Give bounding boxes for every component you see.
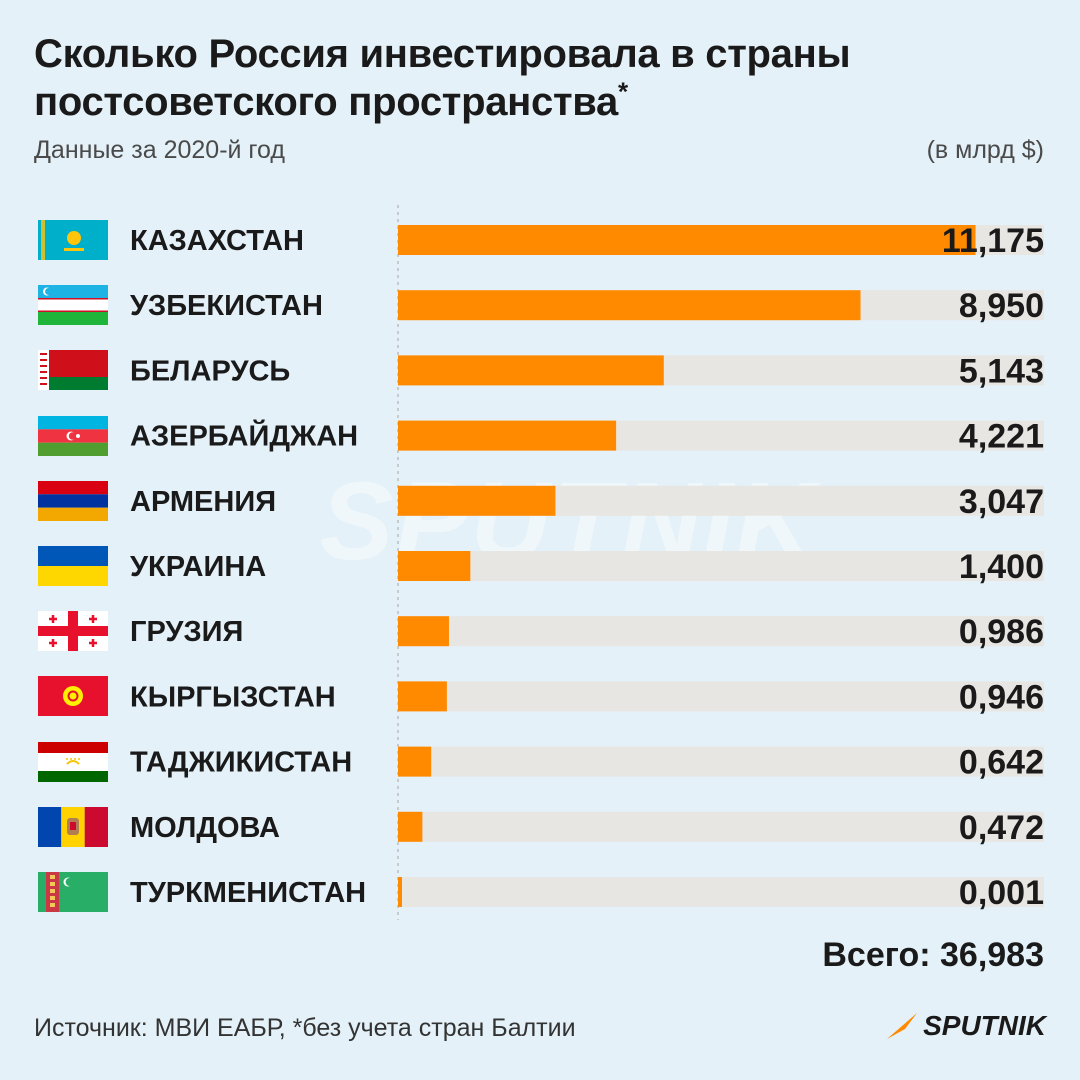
country-label: УКРАИНА [130, 551, 266, 583]
flag-armenia-icon [38, 480, 108, 521]
bar-9 [398, 811, 423, 842]
title-line-2: постсоветского пространства* [34, 78, 850, 126]
source-note: Источник: МВИ ЕАБР, *без учета стран Бал… [34, 1014, 576, 1042]
bar-8 [398, 746, 432, 777]
value-label: 1,400 [959, 548, 1044, 586]
value-label: 11,175 [942, 222, 1044, 260]
flag-moldova-icon [38, 806, 108, 847]
bar-4 [398, 485, 556, 516]
flag-ukraine-icon [38, 546, 108, 586]
bar-track [398, 551, 1044, 581]
flag-belarus-icon [38, 350, 108, 391]
bar-7 [398, 681, 447, 712]
page-title: Сколько Россия инвестировала в страны по… [34, 30, 851, 126]
bar-0 [398, 225, 976, 255]
chart-subtitle: Данные за 2020-й год [34, 136, 285, 164]
flag-azerbaijan-icon [38, 415, 108, 456]
bar-1 [398, 290, 861, 321]
sputnik-logo: SPUTNIK [885, 1010, 1046, 1042]
flag-kazakhstan-icon [38, 220, 108, 260]
value-label: 0,472 [959, 809, 1044, 847]
total-label: Всего: 36,983 [822, 936, 1044, 974]
value-label: 8,950 [959, 287, 1044, 325]
title-footnote-star: * [617, 76, 628, 107]
bar-5 [398, 551, 471, 581]
country-label: БЕЛАРУСЬ [130, 355, 290, 387]
value-label: 0,001 [959, 874, 1044, 912]
bar-track [398, 681, 1044, 712]
bar-3 [398, 420, 617, 451]
country-label: ГРУЗИЯ [130, 616, 243, 648]
flag-turkmenistan-icon [38, 872, 108, 912]
country-label: ТАДЖИКИСТАН [130, 747, 352, 779]
bar-track [398, 877, 1044, 907]
value-label: 3,047 [959, 483, 1044, 521]
bar-track [398, 746, 1044, 777]
title-line-1: Сколько Россия инвестировала в страны [34, 32, 851, 76]
country-label: КАЗАХСТАН [130, 225, 304, 257]
bar-6 [398, 616, 449, 647]
sputnik-logo-text: SPUTNIK [923, 1010, 1046, 1041]
country-label: МОЛДОВА [130, 812, 280, 844]
bar-track [398, 811, 1044, 842]
flag-uzbekistan-icon [38, 285, 108, 326]
title-line-2-text: постсоветского пространства [34, 80, 618, 124]
flag-tajikistan-icon [38, 741, 108, 782]
flag-kyrgyzstan-icon [38, 676, 108, 717]
bar-track [398, 616, 1044, 647]
flag-georgia-icon [38, 611, 108, 652]
value-label: 0,986 [959, 613, 1044, 651]
bar-10 [398, 877, 402, 907]
country-label: АЗЕРБАЙДЖАН [130, 419, 358, 453]
sputnik-logo-icon [887, 1013, 918, 1039]
value-label: 5,143 [959, 352, 1044, 390]
value-label: 0,642 [959, 744, 1044, 782]
unit-label: (в млрд $) [926, 136, 1044, 164]
country-label: АРМЕНИЯ [130, 486, 276, 518]
value-label: 0,946 [959, 678, 1044, 716]
value-label: 4,221 [959, 418, 1044, 456]
country-label: КЫРГЫЗСТАН [130, 681, 336, 713]
country-label: УЗБЕКИСТАН [130, 290, 323, 322]
country-label: ТУРКМЕНИСТАН [130, 877, 366, 909]
bar-2 [398, 355, 664, 386]
